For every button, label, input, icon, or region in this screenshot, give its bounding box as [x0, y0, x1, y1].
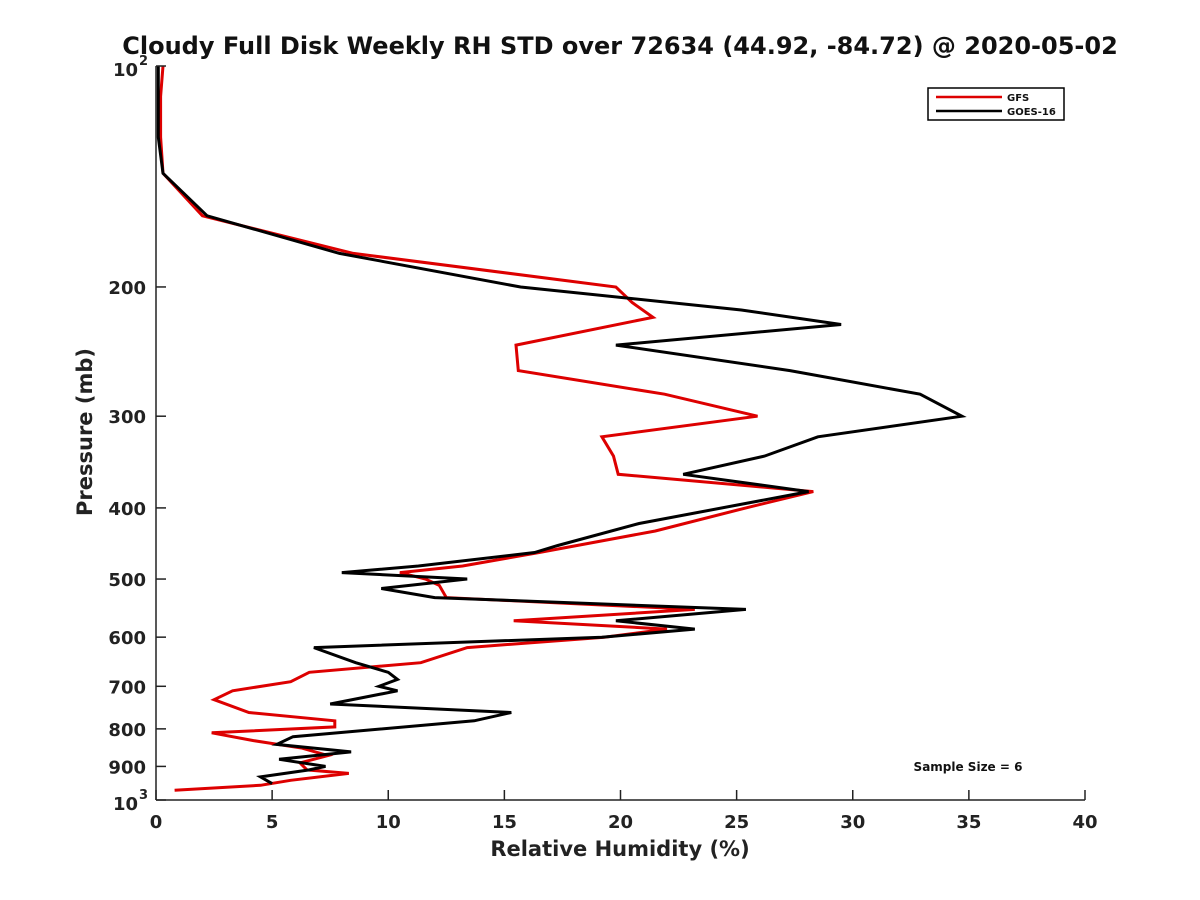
y-axis-label: Pressure (mb): [73, 348, 97, 516]
chart-title: Cloudy Full Disk Weekly RH STD over 7263…: [122, 32, 1118, 60]
x-tick-label: 15: [492, 812, 517, 833]
y-tick-label: 900: [108, 757, 146, 778]
x-tick-label: 10: [376, 812, 401, 833]
y-tick-label: 10: [113, 60, 138, 81]
plot-area: [156, 65, 967, 792]
y-tick-label: 700: [108, 677, 146, 698]
x-tick-label: 20: [608, 812, 633, 833]
y-tick-label: 600: [108, 628, 146, 649]
x-axis-label: Relative Humidity (%): [490, 837, 749, 861]
x-tick-label: 35: [956, 812, 981, 833]
y-tick-label: 500: [108, 570, 146, 591]
legend: GFS GOES-16: [927, 87, 1065, 121]
series-line-gfs: [159, 65, 814, 792]
legend-items: GFS GOES-16: [936, 93, 1056, 118]
x-tick-label: 25: [724, 812, 749, 833]
legend-label: GOES-16: [1007, 107, 1056, 118]
y-tick-label: 400: [108, 499, 146, 520]
series-lines: [156, 65, 967, 792]
x-axis-ticks: 0 5 10 15 20 25 30 35 40: [150, 790, 1098, 833]
y-tick-exponent: 2: [139, 54, 148, 69]
y-tick-label: 10: [113, 794, 138, 815]
y-tick-exponent: 3: [139, 788, 148, 803]
series-line-goes-16: [156, 66, 967, 785]
x-tick-label: 30: [840, 812, 865, 833]
sample-size-annotation: Sample Size = 6: [914, 760, 1023, 774]
x-tick-label: 5: [266, 812, 279, 833]
legend-box: [927, 87, 1065, 121]
legend-label: GFS: [1007, 93, 1029, 104]
y-tick-label: 800: [108, 720, 146, 741]
x-tick-label: 40: [1072, 812, 1097, 833]
x-tick-label: 0: [150, 812, 163, 833]
y-tick-label: 300: [108, 407, 146, 428]
y-tick-label: 200: [108, 278, 146, 299]
